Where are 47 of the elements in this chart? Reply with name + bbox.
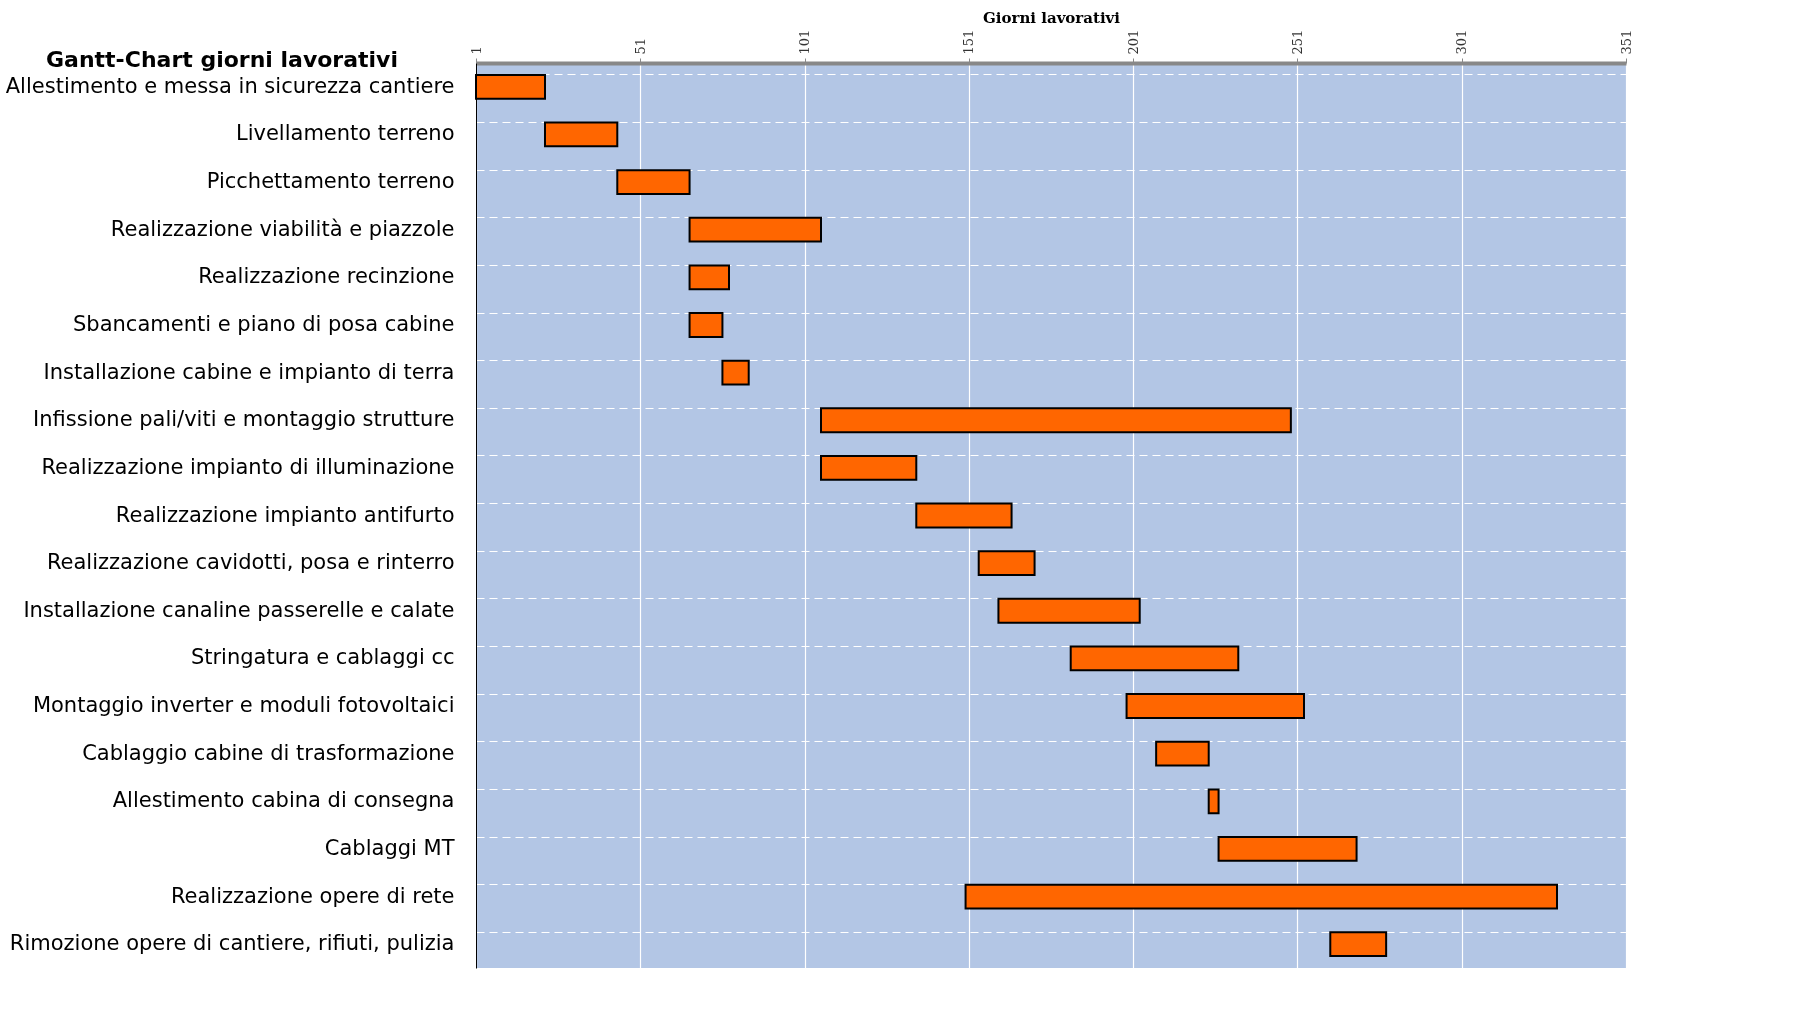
x-tick-label: 101 — [797, 29, 813, 55]
bar — [915, 502, 1013, 529]
bar — [1217, 836, 1358, 862]
x-tick-label: 251 — [1289, 29, 1305, 55]
bar — [997, 597, 1141, 624]
y-tick-label: Realizzazione viabilità e piazzole — [110, 216, 455, 241]
bar — [820, 454, 918, 481]
bar — [977, 550, 1036, 577]
bar — [688, 264, 730, 291]
x-tick-label: 151 — [961, 29, 977, 55]
bar — [820, 407, 1292, 434]
bar — [964, 883, 1558, 910]
x-tick-label: 301 — [1454, 29, 1470, 55]
y-tick-label: Realizzazione impianto di illuminazione — [41, 454, 455, 479]
y-tick-label: Montaggio inverter e moduli fotovoltaici — [32, 693, 455, 718]
bar — [1125, 693, 1305, 719]
x-tick-label: 351 — [1618, 29, 1634, 55]
y-tick-label: Stringatura e cablaggi cc — [190, 645, 455, 670]
y-tick-label: Allestimento cabina di consegna — [112, 788, 455, 813]
y-tick-label: Cablaggi MT — [324, 835, 455, 860]
bar — [688, 312, 724, 338]
y-tick-label: Realizzazione recinzione — [198, 264, 455, 289]
bar — [1155, 740, 1210, 767]
x-axis-title: Giorni lavorativi — [982, 8, 1121, 27]
x-tick-label: 201 — [1125, 29, 1141, 55]
y-tick-label: Rimozione opere di cantiere, rifiuti, pulizia — [9, 931, 455, 956]
y-tick-label: Realizzazione impianto antifurto — [115, 502, 455, 527]
y-tick-label: Cablaggio cabine di trasformazione — [82, 740, 455, 765]
y-tick-label: Allestimento e messa in sicurezza cantiere — [5, 73, 455, 98]
y-tick-label: Realizzazione cavidotti, posa e rinterro — [46, 550, 455, 575]
y-tick-label: Picchettamento terreno — [206, 169, 455, 194]
y-tick-label: Infissione pali/viti e montaggio strutture — [33, 407, 455, 432]
bar — [544, 121, 619, 148]
bar — [1329, 931, 1388, 958]
x-tick-label: 1 — [468, 46, 484, 55]
y-tick-label: Installazione canaline passerelle e calate — [23, 597, 455, 622]
text: Gantt-Chart giorni lavorativi — [46, 47, 398, 73]
bar — [721, 359, 750, 386]
bar — [1207, 788, 1220, 815]
y-tick-label: Sbancamenti e piano di posa cabine — [73, 311, 455, 336]
bar — [688, 216, 822, 243]
bar — [616, 169, 691, 195]
x-tick-label: 51 — [632, 37, 648, 55]
bar — [1069, 645, 1240, 672]
y-tick-label: Livellamento terreno — [235, 121, 455, 146]
y-tick-label: Realizzazione opere di rete — [170, 883, 455, 908]
y-tick-label: Installazione cabine e impianto di terra — [43, 359, 455, 384]
